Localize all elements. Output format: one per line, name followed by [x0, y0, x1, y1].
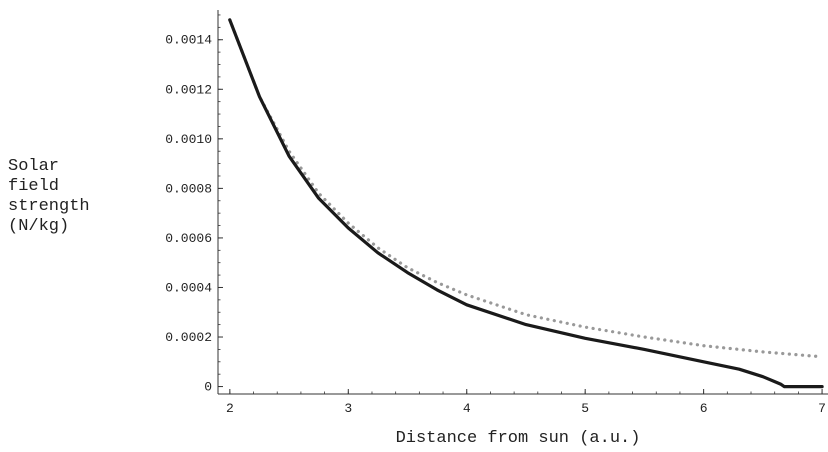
y-tick-label: 0.0006: [165, 231, 212, 246]
dotted-series-line: [228, 18, 824, 359]
y-axis-ticks: 0 0.0002 0.0004 0.0006 0.0008 0.0010 0.0012 0.0…: [165, 14, 223, 395]
series-layer: [228, 18, 824, 389]
y-tick-label: 0.0004: [165, 280, 212, 295]
y-axis-title-line: field: [8, 177, 59, 196]
y-axis-title-line: (N/kg): [8, 217, 69, 236]
x-tick-label: 6: [700, 401, 708, 416]
y-axis-title-line: Solar: [8, 157, 59, 176]
y-tick-label: 0: [204, 380, 212, 395]
x-tick-label: 4: [463, 401, 471, 416]
y-tick-label: 0.0012: [165, 82, 212, 97]
y-tick-label: 0.0002: [165, 330, 212, 345]
x-axis-ticks: 2 3 4 5 6 7: [226, 389, 826, 416]
y-axis-title-line: strength: [8, 197, 90, 216]
y-tick-label: 0.0014: [165, 33, 212, 48]
solid-series-line: [228, 18, 824, 389]
plot-frame: [217, 10, 828, 395]
x-axis-title: Distance from sun (a.u.): [396, 429, 641, 448]
x-tick-label: 5: [581, 401, 589, 416]
x-tick-label: 3: [344, 401, 352, 416]
x-tick-label: 7: [818, 401, 826, 416]
x-tick-label: 2: [226, 401, 234, 416]
y-tick-label: 0.0008: [165, 181, 212, 196]
y-tick-label: 0.0010: [165, 132, 212, 147]
